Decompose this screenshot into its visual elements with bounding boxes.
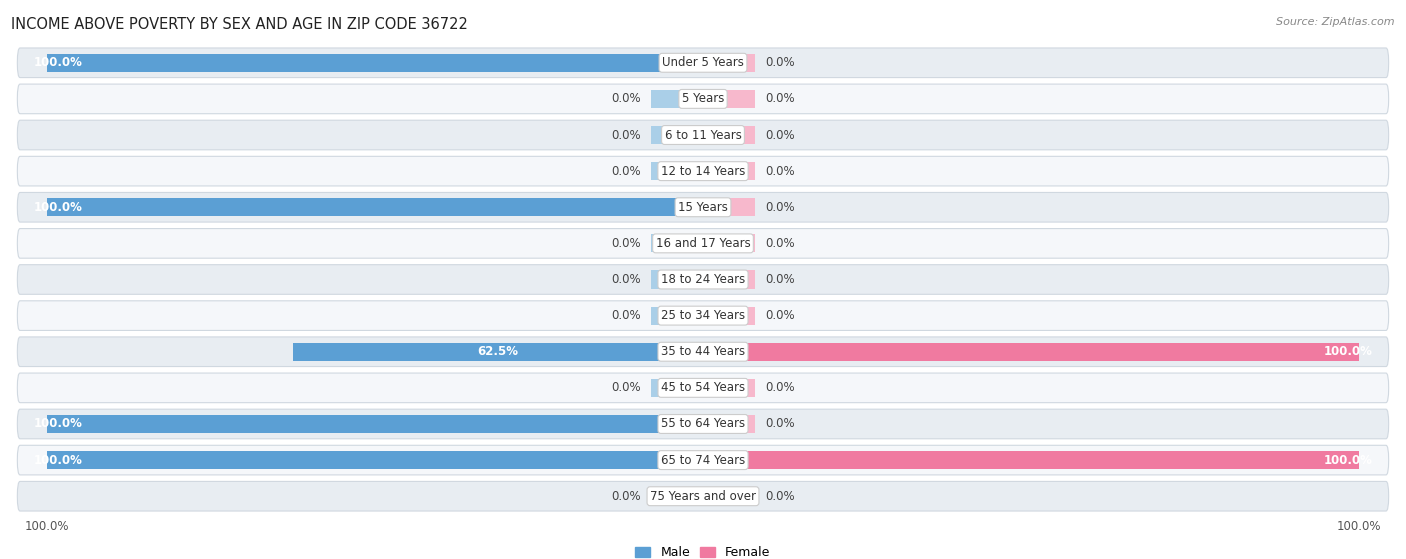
- Text: 0.0%: 0.0%: [765, 201, 794, 214]
- Text: 100.0%: 100.0%: [1323, 453, 1372, 467]
- Bar: [46, 54, 703, 72]
- FancyBboxPatch shape: [17, 301, 1389, 330]
- Bar: [703, 379, 755, 397]
- FancyBboxPatch shape: [17, 48, 1389, 78]
- Text: 0.0%: 0.0%: [612, 237, 641, 250]
- Text: 0.0%: 0.0%: [765, 490, 794, 503]
- Text: 0.0%: 0.0%: [765, 129, 794, 141]
- Bar: [703, 90, 755, 108]
- Bar: [651, 271, 703, 288]
- Text: 0.0%: 0.0%: [765, 92, 794, 106]
- Text: 16 and 17 Years: 16 and 17 Years: [655, 237, 751, 250]
- Text: 0.0%: 0.0%: [765, 381, 794, 394]
- Text: 25 to 34 Years: 25 to 34 Years: [661, 309, 745, 322]
- Bar: [703, 126, 755, 144]
- Bar: [46, 451, 703, 469]
- FancyBboxPatch shape: [17, 409, 1389, 439]
- Bar: [651, 379, 703, 397]
- Text: 0.0%: 0.0%: [765, 165, 794, 178]
- Bar: [46, 198, 703, 216]
- Text: INCOME ABOVE POVERTY BY SEX AND AGE IN ZIP CODE 36722: INCOME ABOVE POVERTY BY SEX AND AGE IN Z…: [11, 17, 468, 32]
- FancyBboxPatch shape: [17, 192, 1389, 222]
- FancyBboxPatch shape: [17, 446, 1389, 475]
- Bar: [703, 415, 755, 433]
- Text: 0.0%: 0.0%: [765, 309, 794, 322]
- Bar: [46, 415, 703, 433]
- Bar: [651, 90, 703, 108]
- Bar: [703, 198, 755, 216]
- Text: 0.0%: 0.0%: [612, 165, 641, 178]
- Bar: [703, 162, 755, 180]
- FancyBboxPatch shape: [17, 157, 1389, 186]
- Bar: [703, 234, 755, 253]
- Bar: [703, 271, 755, 288]
- Bar: [651, 487, 703, 505]
- Text: 75 Years and over: 75 Years and over: [650, 490, 756, 503]
- Bar: [703, 451, 1360, 469]
- Text: Source: ZipAtlas.com: Source: ZipAtlas.com: [1277, 17, 1395, 27]
- Text: 100.0%: 100.0%: [34, 56, 83, 69]
- Text: 100.0%: 100.0%: [34, 453, 83, 467]
- Text: 62.5%: 62.5%: [478, 345, 519, 358]
- Text: 0.0%: 0.0%: [612, 490, 641, 503]
- FancyBboxPatch shape: [17, 84, 1389, 113]
- Bar: [703, 54, 755, 72]
- Bar: [651, 234, 703, 253]
- Bar: [651, 126, 703, 144]
- Text: 65 to 74 Years: 65 to 74 Years: [661, 453, 745, 467]
- Bar: [703, 343, 1360, 361]
- Text: 12 to 14 Years: 12 to 14 Years: [661, 165, 745, 178]
- Legend: Male, Female: Male, Female: [630, 541, 776, 559]
- FancyBboxPatch shape: [17, 373, 1389, 402]
- FancyBboxPatch shape: [17, 229, 1389, 258]
- FancyBboxPatch shape: [17, 481, 1389, 511]
- Text: 0.0%: 0.0%: [612, 381, 641, 394]
- Text: Under 5 Years: Under 5 Years: [662, 56, 744, 69]
- Text: 15 Years: 15 Years: [678, 201, 728, 214]
- Text: 45 to 54 Years: 45 to 54 Years: [661, 381, 745, 394]
- FancyBboxPatch shape: [17, 337, 1389, 367]
- Bar: [651, 306, 703, 325]
- Bar: [703, 487, 755, 505]
- Text: 0.0%: 0.0%: [612, 273, 641, 286]
- Text: 0.0%: 0.0%: [612, 129, 641, 141]
- Text: 18 to 24 Years: 18 to 24 Years: [661, 273, 745, 286]
- Text: 100.0%: 100.0%: [1323, 345, 1372, 358]
- Bar: [651, 162, 703, 180]
- Text: 0.0%: 0.0%: [612, 92, 641, 106]
- Text: 5 Years: 5 Years: [682, 92, 724, 106]
- Text: 0.0%: 0.0%: [765, 56, 794, 69]
- Text: 35 to 44 Years: 35 to 44 Years: [661, 345, 745, 358]
- Text: 0.0%: 0.0%: [765, 273, 794, 286]
- Bar: [292, 343, 703, 361]
- Text: 100.0%: 100.0%: [34, 201, 83, 214]
- Text: 0.0%: 0.0%: [765, 237, 794, 250]
- Text: 6 to 11 Years: 6 to 11 Years: [665, 129, 741, 141]
- Bar: [703, 306, 755, 325]
- Text: 55 to 64 Years: 55 to 64 Years: [661, 418, 745, 430]
- Text: 0.0%: 0.0%: [765, 418, 794, 430]
- Text: 0.0%: 0.0%: [612, 309, 641, 322]
- FancyBboxPatch shape: [17, 120, 1389, 150]
- FancyBboxPatch shape: [17, 265, 1389, 294]
- Text: 100.0%: 100.0%: [34, 418, 83, 430]
